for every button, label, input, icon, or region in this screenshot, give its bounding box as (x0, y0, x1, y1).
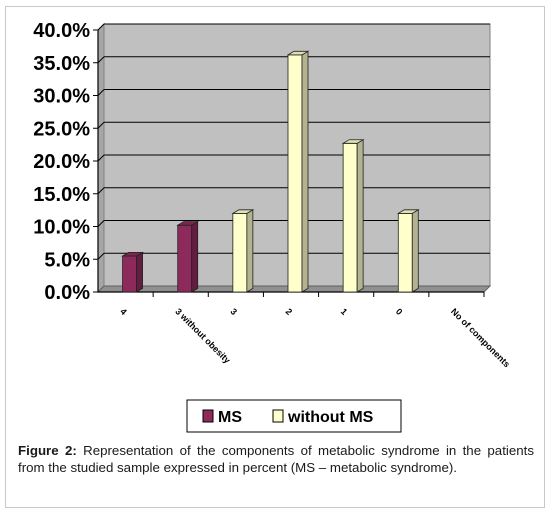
y-axis-ticks: 0.0% 5.0% 10.0% 15.0% 20.0% 25.0% 30.0% 35.0% 40… (33, 20, 484, 304)
y-tick-label: 0.0% (44, 282, 90, 304)
y-tick-label: 30.0% (33, 86, 90, 108)
bar-front (122, 255, 137, 293)
bar-without-ms (341, 139, 365, 293)
gridline-side (97, 252, 105, 260)
bar-top (396, 209, 420, 214)
bar-top (286, 50, 310, 56)
caption-text: Representation of the components of meta… (18, 443, 534, 475)
gridline-side (97, 23, 105, 31)
bar-side (301, 50, 309, 293)
legend-swatch-ms (202, 409, 214, 423)
bar-front (342, 142, 358, 293)
y-tick-label: 15.0% (33, 184, 90, 206)
gridline-side (97, 56, 105, 64)
bar-without-ms (231, 209, 255, 293)
bar-ms (176, 220, 200, 293)
y-tick-label: 35.0% (33, 53, 90, 75)
gridline-side (97, 154, 105, 162)
x-tick-label: No of components (449, 306, 512, 369)
y-tick-label: 20.0% (33, 151, 90, 173)
y-tick-label: 10.0% (33, 217, 90, 239)
gridline-side (97, 121, 105, 129)
bar-side (356, 139, 364, 293)
gridline-side (97, 220, 105, 227)
gridline-side (97, 89, 105, 96)
bar-front (397, 212, 413, 293)
y-tick-label: 5.0% (44, 249, 90, 271)
x-tick-label: 3 without obesity (173, 306, 232, 365)
bar-top (176, 221, 200, 226)
legend: MS without MS (186, 399, 402, 433)
figure-caption: Figure 2: Representation of the componen… (18, 443, 534, 476)
bar-top (341, 139, 365, 144)
bar-top (121, 251, 145, 257)
gridline-side (97, 187, 105, 195)
x-tick-label: 3 (228, 306, 239, 317)
y-tick-label: 40.0% (33, 20, 90, 42)
bar-chart: 0.0%5.0%10.0%15.0%20.0%25.0%30.0%35.0%40… (33, 20, 512, 433)
legend-swatch-without-ms (272, 409, 284, 423)
x-tick-label: 4 (118, 306, 129, 317)
x-tick-label: 0 (394, 306, 405, 317)
bar-front (232, 212, 248, 293)
bar-front (287, 54, 303, 293)
y-tick-label: 25.0% (33, 118, 90, 140)
x-tick-label: 1 (339, 306, 350, 317)
legend-label-without-ms: without MS (287, 409, 374, 426)
bars (121, 50, 420, 293)
bar-side (136, 251, 143, 293)
bar-without-ms (286, 50, 310, 293)
bar-side (191, 220, 199, 293)
bar-side (246, 209, 254, 293)
bar-top (231, 209, 255, 214)
caption-label: Figure 2: (18, 443, 77, 458)
bar-front (177, 224, 193, 293)
bar-side (411, 209, 419, 293)
bar-ms (121, 251, 145, 293)
legend-box (186, 399, 402, 433)
legend-label-ms: MS (218, 409, 242, 426)
x-tick-label: 2 (284, 306, 295, 317)
bar-without-ms (396, 209, 420, 293)
